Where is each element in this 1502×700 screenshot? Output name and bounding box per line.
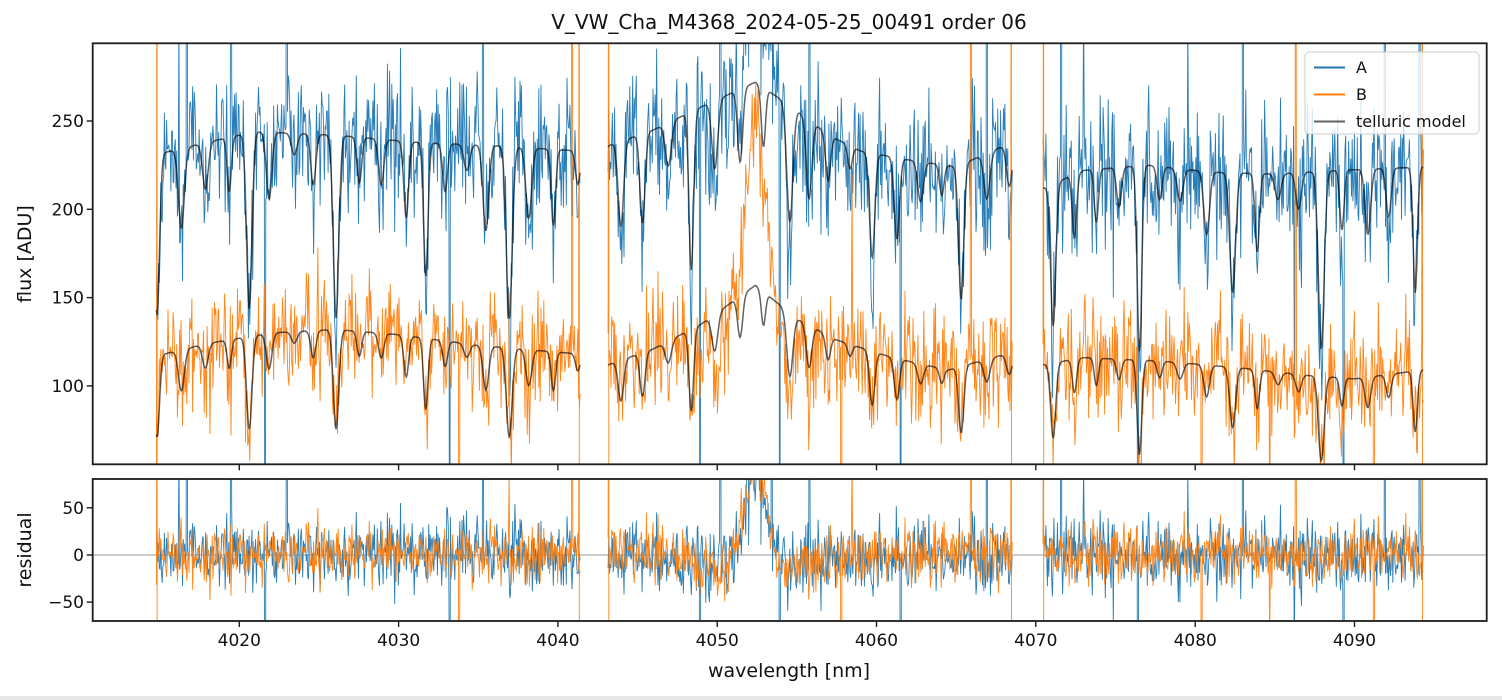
telluric-model-A-seg1 (155, 131, 581, 319)
residual-ytick-label: 50 (62, 499, 84, 519)
xtick-label: 4060 (855, 631, 898, 651)
legend-label-A: A (1356, 58, 1367, 77)
residual-series-A-seg2 (607, 479, 1013, 621)
figure-title: V_VW_Cha_M4368_2024-05-25_00491 order 06 (551, 10, 1027, 34)
residual-series-A-seg1 (155, 479, 581, 621)
y-axis-label-residual: residual (14, 512, 36, 587)
flux-panel-border (91, 42, 1488, 466)
y-axis-label-flux: flux [ADU] (14, 205, 36, 303)
residual-series-B-seg2 (607, 479, 1013, 621)
residual-panel (92, 479, 1487, 621)
x-axis-label: wavelength [nm] (708, 660, 870, 682)
xtick-label: 4040 (536, 631, 579, 651)
flux-series-B-seg2 (607, 43, 1013, 465)
telluric-model-A-seg3 (1042, 164, 1424, 352)
telluric-model-B-seg2 (607, 284, 1013, 434)
legend-box (1304, 51, 1480, 135)
ticks-layer: 100 150 200 250 −50 0 50 4020 4030 4040 4050 4060 40… (48, 112, 1376, 651)
plot-content (92, 43, 1487, 621)
xtick-label: 4050 (696, 631, 739, 651)
xtick-label: 4080 (1174, 631, 1217, 651)
flux-ytick-label: 200 (52, 200, 84, 220)
telluric-model-B-seg3 (1042, 356, 1424, 464)
flux-panel (155, 43, 1424, 465)
xtick-label: 4090 (1333, 631, 1376, 651)
flux-ytick-label: 100 (52, 377, 84, 397)
legend-label-B: B (1356, 85, 1367, 104)
legend-label-telluric-model: telluric model (1356, 112, 1466, 131)
residual-series-B-seg3 (1042, 479, 1424, 621)
flux-series-A-seg2 (607, 43, 1013, 465)
telluric-model-A-seg2 (607, 81, 1013, 301)
flux-series-B-seg3 (1042, 43, 1424, 465)
residual-ytick-label: −50 (48, 593, 84, 613)
xtick-label: 4020 (218, 631, 261, 651)
residual-series-B-seg1 (155, 479, 581, 621)
residual-panel-border (91, 478, 1488, 622)
flux-ytick-label: 150 (52, 289, 84, 309)
xtick-label: 4030 (377, 631, 420, 651)
residual-ytick-label: 0 (73, 546, 84, 566)
telluric-model-B-seg1 (155, 329, 581, 440)
xtick-label: 4070 (1014, 631, 1057, 651)
flux-ytick-label: 250 (52, 112, 84, 132)
